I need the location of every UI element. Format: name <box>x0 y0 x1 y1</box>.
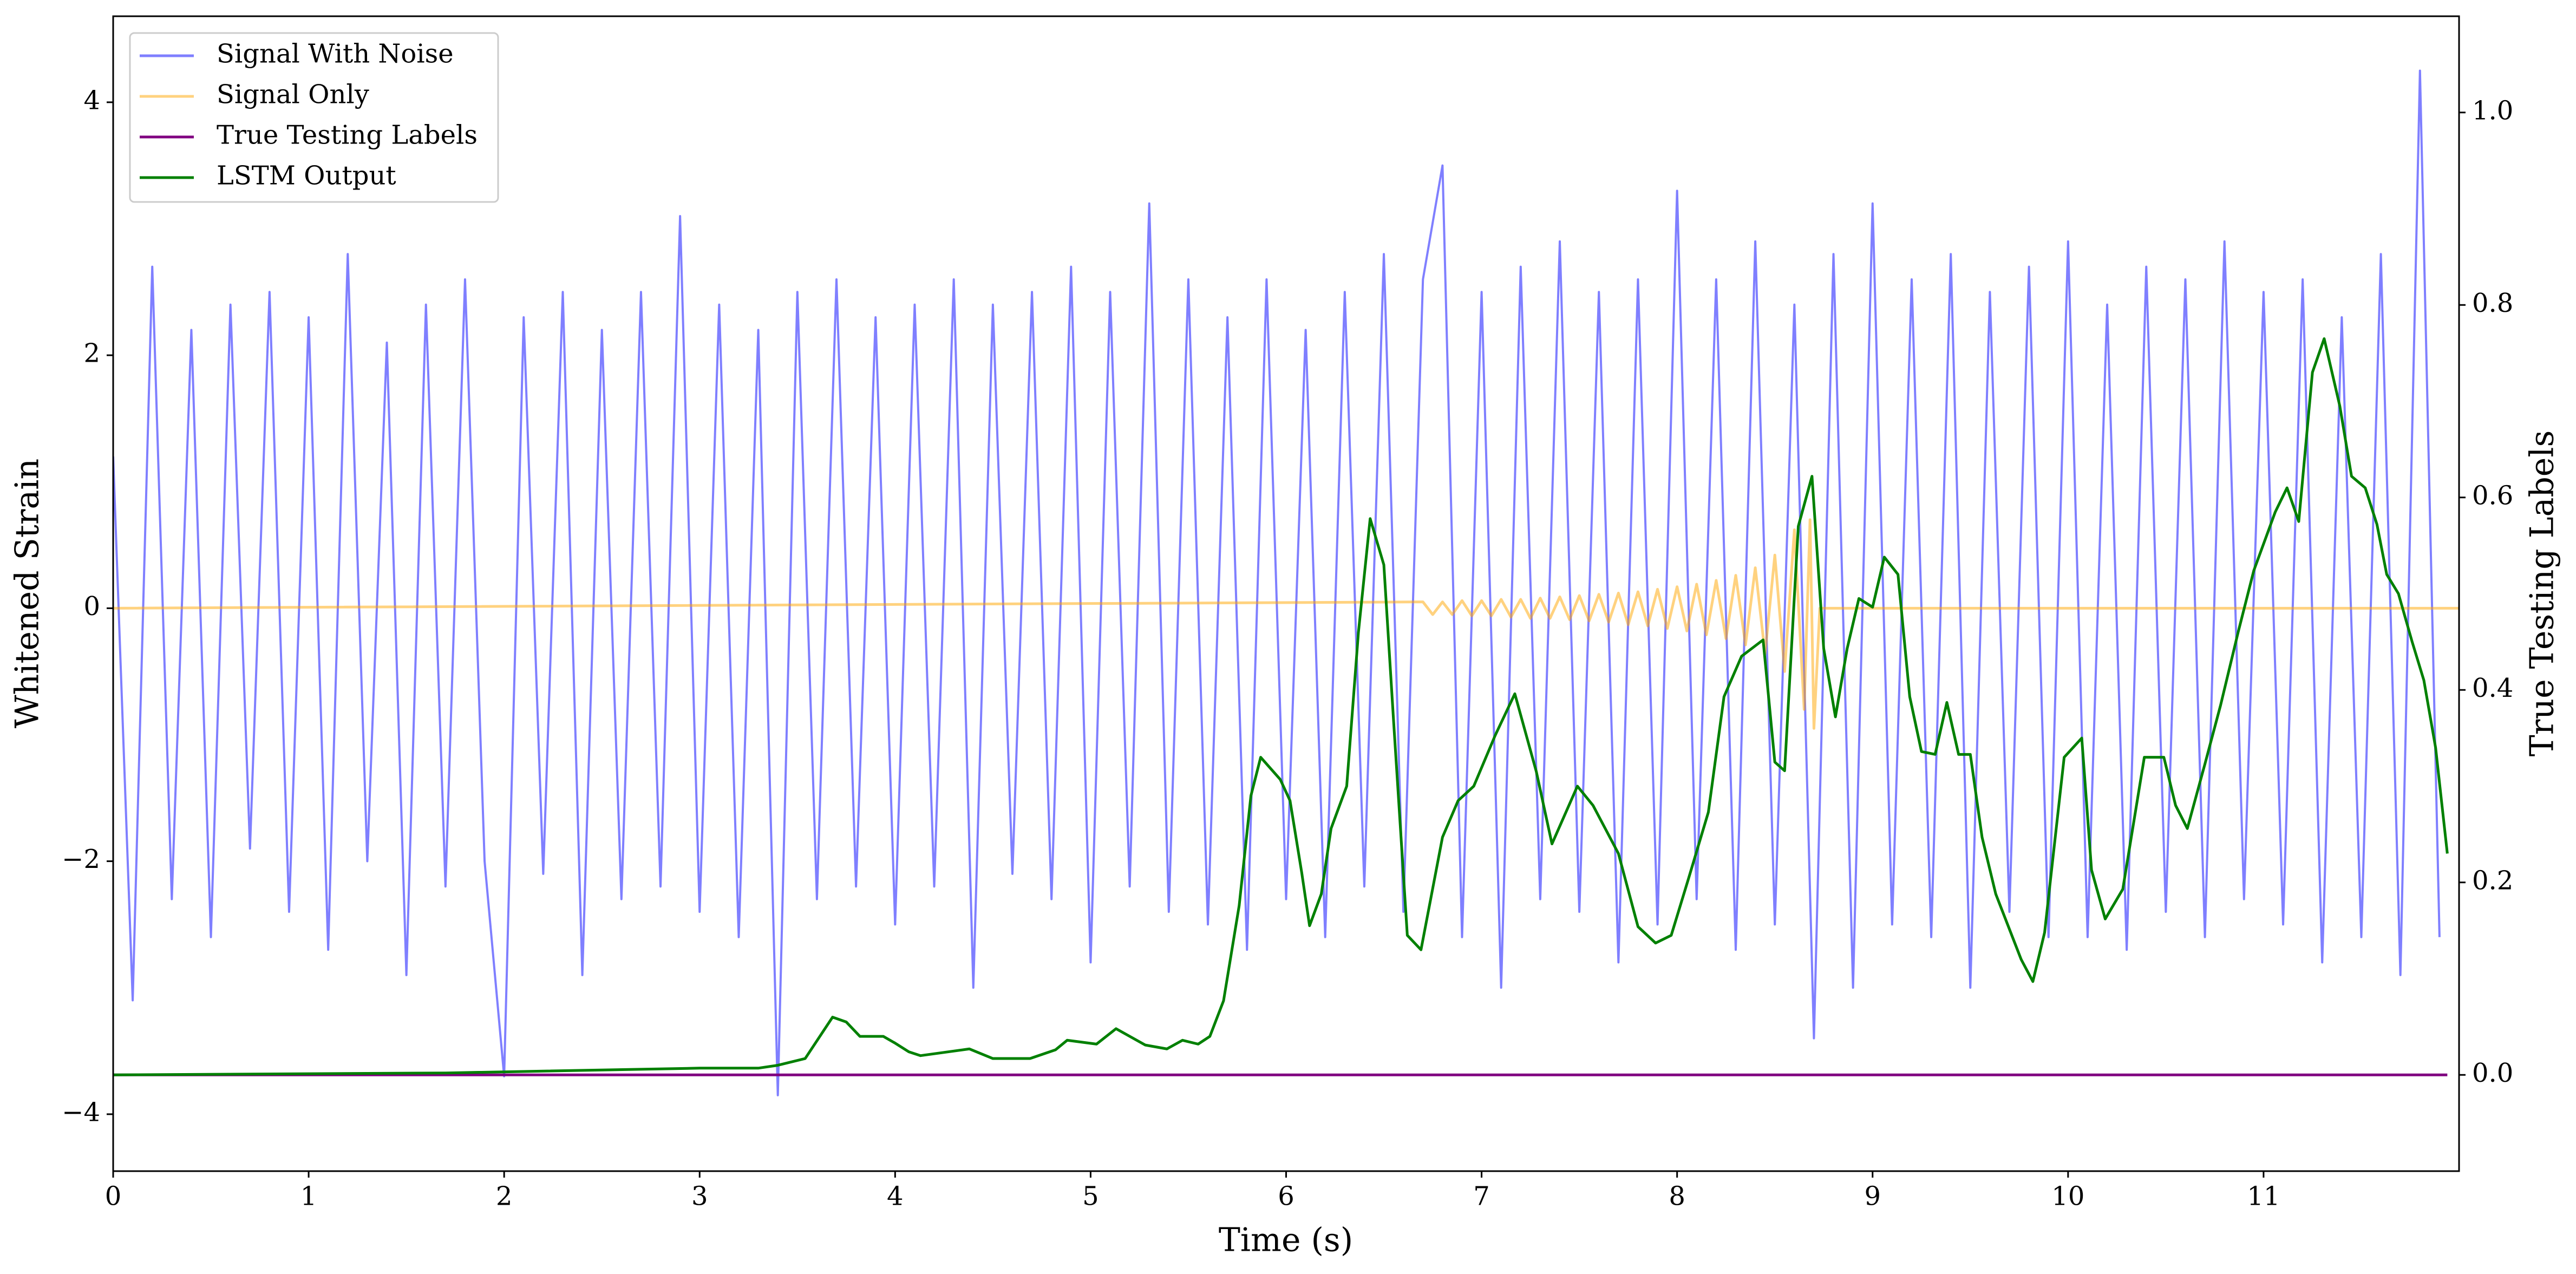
x-tick-label: 7 <box>1473 1181 1490 1212</box>
y-tick-label: 2 <box>83 338 100 369</box>
legend-box <box>129 32 499 203</box>
x-tick-label: 8 <box>1669 1181 1685 1212</box>
y-axis-label: Whitened Strain <box>9 459 47 728</box>
y2-tick-label: 0.4 <box>2472 673 2513 703</box>
x-tick-label: 6 <box>1278 1181 1294 1212</box>
legend: Signal With Noise Signal Only True Testing… <box>129 32 499 203</box>
y-tick-label: 4 <box>83 85 100 115</box>
x-tick-label: 4 <box>887 1181 904 1212</box>
legend-label: Signal Only <box>217 80 369 110</box>
x-tick-label: 10 <box>2051 1181 2084 1212</box>
series-line <box>113 337 2449 1076</box>
x-tick-label: 2 <box>496 1181 513 1212</box>
x-axis-label: Time (s) <box>1219 1221 1353 1259</box>
y-tick-label: −4 <box>62 1097 100 1127</box>
plot-area <box>113 69 2459 1096</box>
y2-tick-label: 0.0 <box>2472 1058 2513 1088</box>
x-tick-label: 9 <box>1864 1181 1881 1212</box>
y-tick-label: −2 <box>62 844 100 874</box>
y2-tick-label: 0.6 <box>2472 480 2513 511</box>
legend-label: Signal With Noise <box>217 39 454 69</box>
series-line <box>113 518 2459 730</box>
y2-axis-label: True Testing Labels <box>2523 430 2561 757</box>
y2-tick-label: 1.0 <box>2472 95 2513 126</box>
legend-label: True Testing Labels <box>217 120 478 151</box>
x-tick-label: 3 <box>691 1181 708 1212</box>
legend-label: LSTM Output <box>217 161 396 191</box>
x-tick-label: 11 <box>2247 1181 2280 1212</box>
y2-tick-label: 0.8 <box>2472 288 2513 318</box>
y-tick-label: 0 <box>83 591 100 622</box>
x-tick-label: 0 <box>105 1181 122 1212</box>
series-line <box>113 69 2441 1096</box>
x-tick-label: 1 <box>300 1181 317 1212</box>
y2-tick-label: 0.2 <box>2472 865 2513 896</box>
x-tick-label: 5 <box>1082 1181 1099 1212</box>
